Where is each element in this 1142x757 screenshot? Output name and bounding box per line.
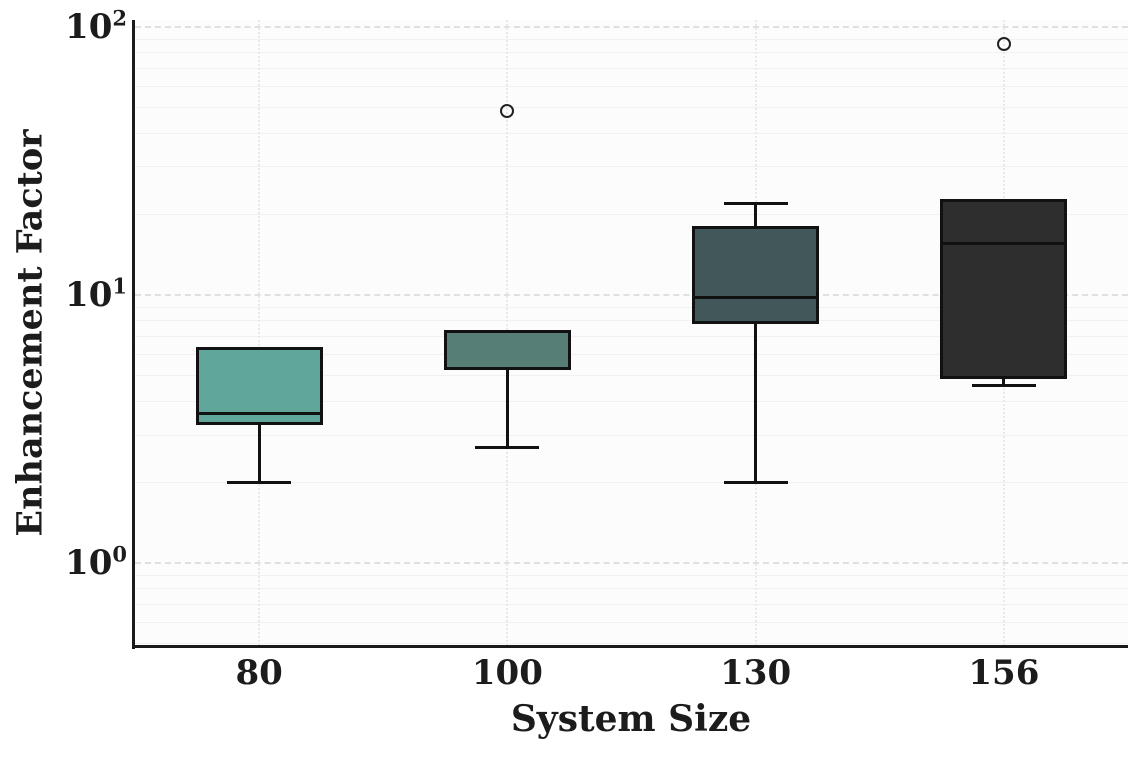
minor-gridline bbox=[135, 320, 1128, 322]
outlier-point bbox=[500, 104, 515, 119]
y-tick-base: 10 bbox=[65, 6, 113, 47]
lower-whisker-cap bbox=[723, 480, 788, 484]
median-line bbox=[195, 412, 323, 416]
minor-gridline bbox=[135, 481, 1128, 483]
minor-gridline bbox=[135, 588, 1128, 590]
lower-whisker bbox=[754, 322, 758, 483]
x-axis-spine bbox=[132, 645, 1128, 648]
y-tick-base: 10 bbox=[65, 274, 113, 315]
box-100 bbox=[443, 330, 571, 371]
median-line bbox=[443, 367, 571, 371]
lower-whisker-cap bbox=[227, 480, 292, 484]
y-tick-exponent: 0 bbox=[112, 541, 127, 567]
minor-gridline bbox=[135, 434, 1128, 436]
lower-whisker bbox=[1002, 377, 1006, 386]
upper-whisker-cap bbox=[723, 201, 788, 205]
major-gridline bbox=[135, 293, 1128, 296]
minor-gridline bbox=[135, 132, 1128, 134]
x-tick-label: 80 bbox=[235, 653, 283, 693]
minor-gridline bbox=[135, 38, 1128, 40]
y-tick-label: 102 bbox=[0, 6, 127, 47]
x-tick-label: 156 bbox=[968, 653, 1040, 693]
lower-whisker-cap bbox=[475, 445, 540, 449]
minor-gridline bbox=[135, 67, 1128, 69]
minor-gridline bbox=[135, 106, 1128, 108]
y-tick-exponent: 2 bbox=[112, 5, 127, 31]
minor-gridline bbox=[135, 643, 1128, 645]
minor-gridline bbox=[135, 52, 1128, 54]
median-line bbox=[940, 241, 1068, 245]
y-tick-label: 100 bbox=[0, 542, 127, 583]
upper-whisker bbox=[754, 203, 758, 228]
minor-gridline bbox=[135, 621, 1128, 623]
x-tick-label: 130 bbox=[720, 653, 792, 693]
y-axis-spine bbox=[132, 20, 135, 649]
category-gridline bbox=[258, 20, 261, 646]
minor-gridline bbox=[135, 213, 1128, 215]
lower-whisker bbox=[257, 423, 261, 483]
y-tick-label: 101 bbox=[0, 274, 127, 315]
y-tick-base: 10 bbox=[65, 542, 113, 583]
minor-gridline bbox=[135, 306, 1128, 308]
minor-gridline bbox=[135, 401, 1128, 403]
minor-gridline bbox=[135, 574, 1128, 576]
minor-gridline bbox=[135, 166, 1128, 168]
median-line bbox=[692, 295, 820, 299]
lower-whisker-cap bbox=[971, 383, 1036, 387]
box-130 bbox=[692, 226, 820, 324]
x-axis-label: System Size bbox=[510, 698, 752, 740]
outlier-point bbox=[996, 37, 1011, 52]
minor-gridline bbox=[135, 335, 1128, 337]
lower-whisker bbox=[505, 368, 509, 448]
major-gridline bbox=[135, 561, 1128, 564]
major-gridline bbox=[135, 25, 1128, 28]
minor-gridline bbox=[135, 375, 1128, 377]
minor-gridline bbox=[135, 603, 1128, 605]
minor-gridline bbox=[135, 353, 1128, 355]
y-tick-exponent: 1 bbox=[112, 273, 127, 299]
y-axis-label: Enhancement Factor bbox=[9, 129, 51, 537]
x-tick-label: 100 bbox=[471, 653, 543, 693]
box-156 bbox=[940, 199, 1068, 380]
minor-gridline bbox=[135, 85, 1128, 87]
